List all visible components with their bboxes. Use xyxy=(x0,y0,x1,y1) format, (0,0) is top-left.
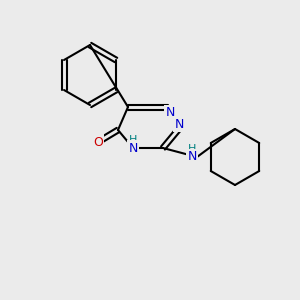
Text: H: H xyxy=(188,144,196,154)
Text: H: H xyxy=(129,135,137,145)
Text: N: N xyxy=(174,118,184,130)
Text: O: O xyxy=(93,136,103,148)
Text: N: N xyxy=(165,106,175,119)
Text: N: N xyxy=(128,142,138,154)
Text: N: N xyxy=(187,151,197,164)
